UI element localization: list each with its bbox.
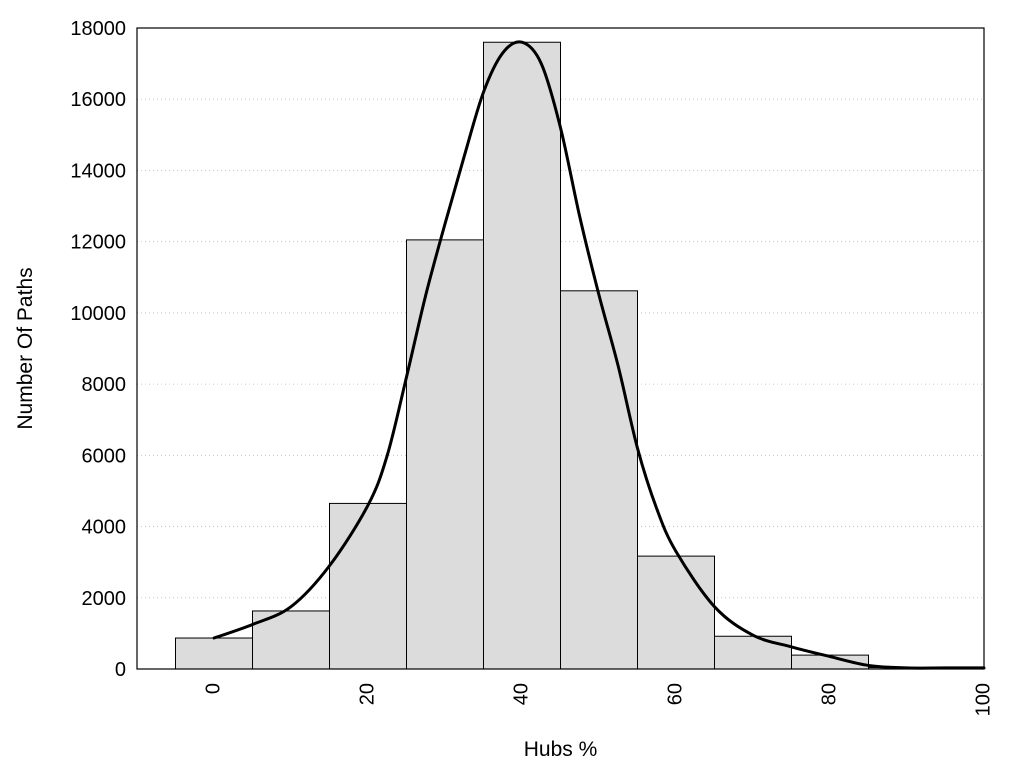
x-axis-ticks: 0 20 40 60 80 100	[202, 683, 994, 716]
y-tick-label: 14000	[70, 160, 126, 182]
x-tick-label: 60	[664, 683, 686, 705]
y-tick-label: 18000	[70, 18, 126, 40]
curve-layer	[212, 40, 986, 670]
y-tick-label: 2000	[82, 588, 127, 610]
density-curve	[212, 40, 986, 670]
bars-layer	[175, 41, 985, 670]
y-tick-label: 6000	[82, 445, 127, 467]
histogram-bar	[560, 290, 638, 670]
x-tick-label: 80	[818, 683, 840, 705]
y-axis-label: Number Of Paths	[14, 267, 37, 429]
histogram-bar	[714, 635, 792, 670]
x-tick-label: 0	[202, 683, 224, 694]
histogram-bar	[637, 555, 715, 670]
x-tick-label: 100	[972, 683, 994, 716]
y-tick-label: 4000	[82, 517, 127, 539]
y-tick-label: 12000	[70, 232, 126, 254]
y-tick-label: 16000	[70, 89, 126, 111]
histogram-bar	[329, 502, 407, 670]
histogram-bar	[483, 41, 561, 670]
y-tick-label: 0	[115, 659, 126, 681]
y-tick-label: 10000	[70, 303, 126, 325]
y-tick-label: 8000	[82, 374, 127, 396]
plot-frame	[136, 27, 985, 670]
x-axis-label: Hubs %	[524, 738, 598, 761]
y-axis-ticks: 0 2000 4000 6000 8000 10000 12000 14000 16000 180…	[70, 18, 126, 681]
x-tick-label: 40	[510, 683, 532, 705]
histogram-bar	[175, 637, 253, 670]
x-tick-label: 20	[356, 683, 378, 705]
histogram-bar	[406, 239, 484, 670]
